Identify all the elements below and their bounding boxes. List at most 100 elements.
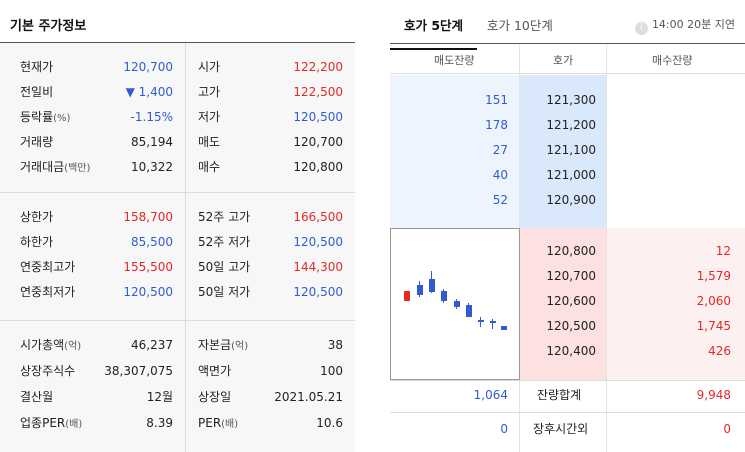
range-value-right: 120,500 [293, 285, 343, 299]
candle-body [429, 279, 435, 292]
bid-row[interactable]: 120,700 1,579 [390, 264, 745, 289]
candle-body [478, 320, 484, 322]
ask-row[interactable]: 52 120,900 [390, 188, 745, 213]
range-section: 상한가 158,700 52주 고가 166,500 하한가 85,500 52주 저가 12… [0, 193, 355, 321]
bid-qty: 2,060 [696, 294, 731, 308]
panel-title: 기본 주가정보 [10, 19, 87, 34]
bid-row[interactable]: 120,600 2,060 [390, 289, 745, 314]
company-label-right: PER(배) [198, 416, 239, 430]
info-row: 상장주식수 38,307,075 액면가 100 [0, 361, 355, 381]
bid-price-bg [519, 228, 606, 380]
ask-row[interactable]: 151 121,300 [390, 88, 745, 113]
bid-area-bg [606, 228, 745, 380]
orderbook-header: 매도잔량 호가 매수잔량 [390, 45, 745, 74]
company-label-right: 액면가 [198, 364, 232, 378]
bid-price: 120,700 [546, 269, 596, 283]
info-row: 거래대금(백만) 10,322 매수 120,800 [0, 157, 355, 177]
price-label-left: 거래대금(백만) [20, 160, 91, 174]
ask-price: 121,100 [546, 143, 596, 157]
ask-price: 121,300 [546, 93, 596, 107]
range-value-right: 120,500 [293, 235, 343, 249]
ask-row[interactable]: 40 121,000 [390, 163, 745, 188]
info-icon[interactable]: i [634, 22, 648, 35]
price-value-right: 122,200 [293, 60, 343, 74]
price-label-left: 전일비 [20, 85, 54, 99]
column-divider [185, 321, 186, 452]
candle-body [490, 321, 496, 323]
column-divider [185, 43, 186, 192]
header-price: 호가 [553, 54, 574, 67]
company-value-right: 38 [327, 338, 343, 352]
candle-body [501, 326, 507, 330]
company-value-left: 8.39 [146, 416, 173, 430]
price-value-left: -1.15% [130, 110, 173, 124]
after-hours-row: 0 장후시간외 0 [390, 416, 745, 443]
company-value-right: 2021.05.21 [274, 390, 343, 404]
company-label-right: 상장일 [198, 390, 232, 404]
range-value-right: 166,500 [293, 210, 343, 224]
info-row: 연중최고가 155,500 50일 고가 144,300 [0, 257, 355, 277]
info-row: 거래량 85,194 매도 120,700 [0, 132, 355, 152]
price-label-right: 고가 [198, 85, 221, 99]
header-ask-qty: 매도잔량 [434, 54, 475, 67]
bid-row[interactable]: 120,400 426 [390, 339, 745, 364]
price-value-right: 120,800 [293, 160, 343, 174]
company-label-left: 시가총액(억) [20, 338, 82, 352]
range-label-left: 하한가 [20, 235, 54, 249]
bid-qty: 426 [708, 344, 731, 358]
ask-row[interactable]: 27 121,100 [390, 138, 745, 163]
bid-row[interactable]: 120,500 1,745 [390, 314, 745, 339]
tab-5-level[interactable]: 호가 5단계 [389, 15, 478, 50]
ask-price: 121,200 [546, 118, 596, 132]
range-label-right: 50일 고가 [198, 260, 251, 274]
company-value-left: 38,307,075 [104, 364, 173, 378]
price-label-left: 등락률(%) [20, 110, 71, 124]
candle-body [404, 291, 410, 301]
range-label-left: 연중최고가 [20, 260, 76, 274]
price-value-right: 120,500 [293, 110, 343, 124]
price-value-right: 122,500 [293, 85, 343, 99]
price-section: 현재가 120,700 시가 122,200 전일비 ▼ 1,400 고가 122,500 등락… [0, 43, 355, 193]
total-bid-qty: 9,948 [696, 388, 731, 402]
column-divider [185, 193, 186, 320]
price-label-right: 매수 [198, 160, 221, 174]
range-value-left: 155,500 [123, 260, 173, 274]
tab-10-level[interactable]: 호가 10단계 [487, 18, 553, 33]
price-value-left: ▼ 1,400 [125, 85, 173, 99]
ask-price: 120,900 [546, 193, 596, 207]
range-label-left: 상한가 [20, 210, 54, 224]
ask-row[interactable]: 178 121,200 [390, 113, 745, 138]
company-label-left: 결산월 [20, 390, 54, 404]
range-label-right: 52주 저가 [198, 235, 251, 249]
after-bid-qty: 0 [723, 422, 731, 436]
footer-divider-2 [390, 412, 745, 413]
orderbook-tabs: 호가 5단계 호가 10단계 i 14:00 20분 지연 [389, 0, 745, 50]
range-value-left: 158,700 [123, 210, 173, 224]
company-label-left: 상장주식수 [20, 364, 76, 378]
stock-info-table: 현재가 120,700 시가 122,200 전일비 ▼ 1,400 고가 122,500 등락… [0, 42, 355, 452]
total-label: 잔량합계 [537, 388, 582, 402]
ask-qty: 40 [492, 168, 508, 182]
company-value-left: 12월 [146, 390, 173, 404]
bid-price: 120,600 [546, 294, 596, 308]
price-value-right: 120,700 [293, 135, 343, 149]
basic-stock-info-panel: 기본 주가정보 현재가 120,700 시가 122,200 전일비 ▼ 1,400 고가 1… [0, 0, 356, 452]
total-ask-qty: 1,064 [473, 388, 508, 402]
ask-qty: 27 [492, 143, 508, 157]
price-label-right: 시가 [198, 60, 221, 74]
bid-qty: 12 [715, 244, 731, 258]
ask-area-bg [390, 75, 519, 228]
company-value-left: 46,237 [131, 338, 173, 352]
bid-row[interactable]: 120,800 12 [390, 239, 745, 264]
delay-notice: i 14:00 20분 지연 [634, 16, 735, 35]
ask-qty: 151 [485, 93, 508, 107]
col-divider-2 [606, 45, 607, 452]
company-label-right: 자본금(억) [198, 338, 249, 352]
ask-price: 121,000 [546, 168, 596, 182]
company-section: 시가총액(억) 46,237 자본금(억) 38 상장주식수 38,307,075 액면가 1… [0, 321, 355, 452]
total-row: 1,064 잔량합계 9,948 [390, 382, 745, 409]
price-label-left: 현재가 [20, 60, 54, 74]
range-value-right: 144,300 [293, 260, 343, 274]
candle-body [417, 285, 423, 295]
ask-qty: 178 [485, 118, 508, 132]
